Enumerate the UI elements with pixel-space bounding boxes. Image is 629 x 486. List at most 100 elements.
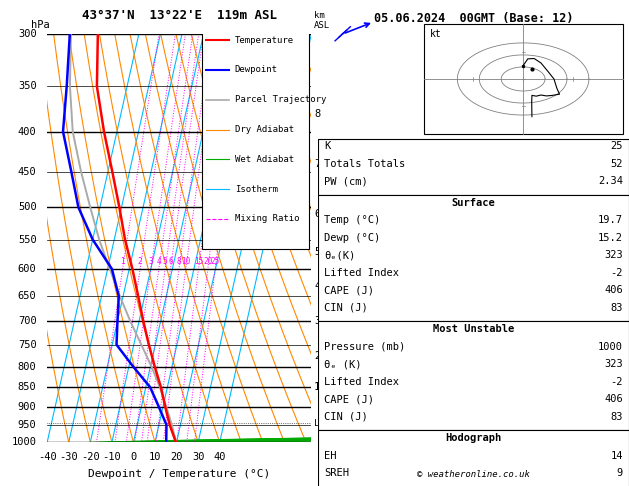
Text: 20: 20 <box>203 257 213 266</box>
Bar <box>318 321 629 430</box>
Text: 1: 1 <box>120 257 125 266</box>
Text: Lifted Index: Lifted Index <box>324 268 399 278</box>
Text: -40: -40 <box>38 452 57 463</box>
Text: -2: -2 <box>610 268 623 278</box>
Text: Temp (°C): Temp (°C) <box>324 215 380 226</box>
Text: 40: 40 <box>213 452 226 463</box>
Text: 8: 8 <box>177 257 181 266</box>
Text: 6: 6 <box>314 209 320 219</box>
Text: SREH: SREH <box>324 468 349 478</box>
Text: 406: 406 <box>604 285 623 295</box>
Text: 500: 500 <box>18 202 36 212</box>
Text: CIN (J): CIN (J) <box>324 303 367 313</box>
Text: 5: 5 <box>314 247 320 257</box>
Text: CIN (J): CIN (J) <box>324 412 367 422</box>
Text: 950: 950 <box>18 420 36 430</box>
Text: 19.7: 19.7 <box>598 215 623 226</box>
Text: K: K <box>324 141 330 152</box>
Text: 1000: 1000 <box>11 437 36 447</box>
Text: LCL: LCL <box>314 418 330 428</box>
Text: 1000: 1000 <box>598 342 623 352</box>
Text: -30: -30 <box>59 452 78 463</box>
Text: Most Unstable: Most Unstable <box>433 324 514 334</box>
Text: 323: 323 <box>604 250 623 260</box>
Text: Dewp (°C): Dewp (°C) <box>324 233 380 243</box>
Bar <box>423 24 623 134</box>
Bar <box>318 195 629 321</box>
Text: 25: 25 <box>610 141 623 152</box>
Text: 5: 5 <box>163 257 167 266</box>
Text: 10: 10 <box>181 257 191 266</box>
Text: 4: 4 <box>314 280 320 291</box>
Text: Pressure (mb): Pressure (mb) <box>324 342 405 352</box>
Text: 300: 300 <box>18 29 36 39</box>
Bar <box>318 139 629 195</box>
Text: 750: 750 <box>18 340 36 350</box>
Text: Dewpoint: Dewpoint <box>235 66 278 74</box>
Text: EH: EH <box>324 451 337 461</box>
Text: 15: 15 <box>194 257 203 266</box>
Text: CAPE (J): CAPE (J) <box>324 394 374 404</box>
Text: 7: 7 <box>314 159 320 169</box>
Text: © weatheronline.co.uk: © weatheronline.co.uk <box>417 469 530 479</box>
Text: 1: 1 <box>314 382 320 392</box>
Text: 406: 406 <box>604 394 623 404</box>
Text: 3: 3 <box>148 257 153 266</box>
Text: 2: 2 <box>314 351 320 361</box>
Text: 2.34: 2.34 <box>598 176 623 187</box>
Text: Parcel Trajectory: Parcel Trajectory <box>235 95 326 104</box>
Text: 0: 0 <box>130 452 136 463</box>
Text: 4: 4 <box>157 257 161 266</box>
Bar <box>318 430 629 486</box>
Text: 15.2: 15.2 <box>598 233 623 243</box>
Text: -10: -10 <box>103 452 121 463</box>
Text: 25: 25 <box>211 257 220 266</box>
Text: 83: 83 <box>610 303 623 313</box>
Text: θₑ (K): θₑ (K) <box>324 359 362 369</box>
Text: 2: 2 <box>138 257 142 266</box>
Text: 323: 323 <box>604 359 623 369</box>
Text: kt: kt <box>430 29 442 39</box>
Text: 14: 14 <box>610 451 623 461</box>
Text: PW (cm): PW (cm) <box>324 176 367 187</box>
Text: CAPE (J): CAPE (J) <box>324 285 374 295</box>
Text: Dewpoint / Temperature (°C): Dewpoint / Temperature (°C) <box>88 469 270 479</box>
Text: 9: 9 <box>616 468 623 478</box>
Text: Hodograph: Hodograph <box>445 433 501 443</box>
Text: 10: 10 <box>148 452 161 463</box>
Text: Mixing Ratio (g/kg): Mixing Ratio (g/kg) <box>338 182 348 294</box>
Text: Totals Totals: Totals Totals <box>324 159 405 169</box>
Text: 650: 650 <box>18 291 36 301</box>
Text: 550: 550 <box>18 235 36 244</box>
Text: -20: -20 <box>81 452 99 463</box>
Text: 850: 850 <box>18 382 36 392</box>
Text: 43°37'N  13°22'E  119m ASL: 43°37'N 13°22'E 119m ASL <box>82 9 277 22</box>
Text: Temperature: Temperature <box>235 35 294 45</box>
Text: Isotherm: Isotherm <box>235 185 278 193</box>
Text: 450: 450 <box>18 167 36 176</box>
Text: km
ASL: km ASL <box>314 11 330 30</box>
Text: 350: 350 <box>18 81 36 91</box>
Text: 8: 8 <box>314 109 320 119</box>
Text: 3: 3 <box>314 316 320 326</box>
Text: hPa: hPa <box>31 20 50 30</box>
Text: Dry Adiabat: Dry Adiabat <box>235 125 294 134</box>
Text: 700: 700 <box>18 316 36 326</box>
Text: 83: 83 <box>610 412 623 422</box>
Text: 400: 400 <box>18 126 36 137</box>
Text: 20: 20 <box>170 452 183 463</box>
FancyBboxPatch shape <box>202 32 309 249</box>
Text: 900: 900 <box>18 401 36 412</box>
Text: 6: 6 <box>168 257 173 266</box>
Text: θₑ(K): θₑ(K) <box>324 250 355 260</box>
Text: 52: 52 <box>610 159 623 169</box>
Text: 05.06.2024  00GMT (Base: 12): 05.06.2024 00GMT (Base: 12) <box>374 12 573 25</box>
Text: Surface: Surface <box>452 198 495 208</box>
Text: -2: -2 <box>610 377 623 387</box>
Text: Mixing Ratio: Mixing Ratio <box>235 214 299 224</box>
Text: 600: 600 <box>18 264 36 274</box>
Text: Lifted Index: Lifted Index <box>324 377 399 387</box>
Text: 800: 800 <box>18 362 36 372</box>
Text: Wet Adiabat: Wet Adiabat <box>235 155 294 164</box>
Text: 30: 30 <box>192 452 204 463</box>
